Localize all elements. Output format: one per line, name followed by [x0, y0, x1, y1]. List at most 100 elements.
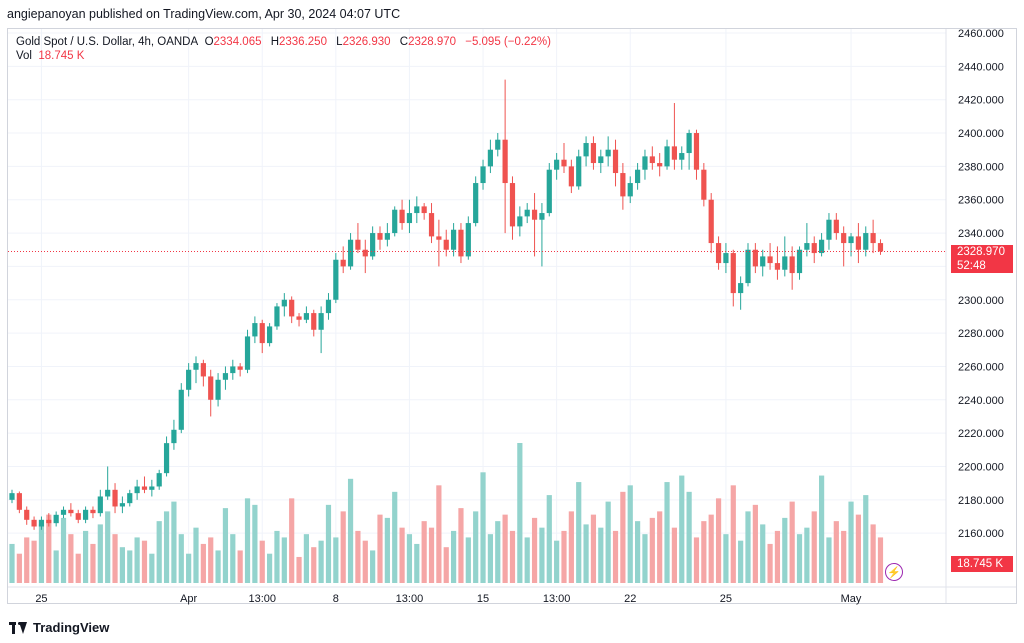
candle — [855, 223, 861, 264]
volume-bar — [473, 511, 479, 583]
candle — [311, 309, 317, 337]
candle — [554, 153, 560, 180]
candle — [841, 226, 847, 267]
candle — [620, 163, 626, 210]
close-label: C — [399, 36, 409, 48]
candle — [635, 163, 641, 190]
candle — [274, 303, 280, 330]
volume-bar — [531, 517, 538, 583]
candle — [473, 176, 479, 227]
volume-bar — [370, 550, 376, 583]
change-value: −5.095 (−0.22%) — [465, 36, 551, 48]
volume-bar — [53, 550, 59, 583]
candle — [53, 511, 59, 527]
replay-icon[interactable]: ⚡ — [885, 563, 903, 581]
candle — [406, 199, 413, 234]
volume-bar — [635, 521, 641, 583]
candle — [112, 483, 118, 514]
candle — [230, 359, 236, 380]
volume-bar — [465, 537, 471, 583]
candle — [24, 506, 30, 525]
price-tick-label: 2280.000 — [958, 328, 1004, 340]
price-tick-label: 2340.000 — [958, 228, 1004, 240]
candle — [178, 383, 184, 434]
candle — [127, 489, 133, 507]
chart-frame[interactable] — [7, 28, 1017, 604]
candle — [340, 246, 346, 274]
time-tick-label: 25 — [35, 593, 47, 605]
candle — [119, 496, 125, 514]
chart-legend: Gold Spot / U.S. Dollar, 4h, OANDA O2334… — [16, 34, 557, 50]
price-tick-label: 2260.000 — [958, 361, 1004, 373]
volume-bar — [156, 521, 162, 583]
volume-bar — [796, 534, 803, 583]
open-value: 2334.065 — [213, 36, 262, 48]
volume-bar — [627, 485, 633, 583]
candle — [318, 306, 324, 354]
volume-bar — [819, 475, 825, 583]
volume-bar — [347, 478, 354, 583]
volume-bar — [200, 543, 206, 583]
candle — [259, 319, 265, 354]
candle — [546, 163, 552, 217]
candle — [826, 213, 832, 250]
volume-bar — [244, 498, 251, 583]
volume-bar — [237, 550, 243, 583]
volume-bar — [833, 521, 839, 583]
volume-bar — [870, 524, 876, 583]
volume-bar — [664, 482, 670, 583]
candle — [738, 276, 744, 310]
volume-bar — [399, 527, 405, 583]
footer-brand[interactable]: TradingView — [9, 620, 109, 635]
candle — [804, 223, 810, 257]
candle — [38, 516, 45, 530]
volume-bar — [612, 530, 619, 583]
volume-bar — [252, 504, 258, 583]
time-tick-label: 22 — [624, 593, 636, 605]
price-tick-label: 2220.000 — [958, 428, 1004, 440]
candle — [414, 196, 420, 224]
candle — [774, 246, 781, 280]
volume-bar — [443, 547, 449, 583]
candle — [252, 316, 258, 344]
volume-bar — [539, 527, 545, 583]
candle — [443, 229, 449, 257]
candle — [237, 363, 243, 377]
candle — [208, 369, 214, 417]
volume-bar — [178, 534, 184, 583]
volume-bar — [487, 534, 493, 583]
candle — [752, 243, 758, 274]
candle — [215, 373, 221, 407]
candle — [811, 236, 817, 264]
volume-bar — [318, 540, 324, 583]
volume-bar — [163, 511, 170, 583]
volume-bar — [112, 534, 118, 583]
low-label: L — [336, 36, 343, 48]
volume-bar — [841, 530, 847, 583]
time-tick-label: May — [841, 593, 862, 605]
candle — [605, 136, 611, 167]
volume-bar — [686, 491, 692, 583]
volume-legend: Vol 18.745 K — [16, 50, 84, 62]
candle — [31, 516, 37, 530]
volume-bar — [715, 498, 722, 583]
volume-bar — [774, 530, 781, 583]
candle — [436, 219, 442, 267]
volume-bar — [119, 547, 125, 583]
volume-bar — [561, 530, 567, 583]
candle — [370, 226, 376, 260]
candle — [664, 139, 670, 170]
candle — [487, 139, 493, 174]
volume-bar — [377, 514, 383, 583]
price-tick-label: 2300.000 — [958, 295, 1004, 307]
candle — [701, 163, 707, 207]
candle — [517, 206, 523, 237]
price-tick-label: 2380.000 — [958, 161, 1004, 173]
volume-bar — [576, 482, 582, 583]
volume-bar — [362, 540, 368, 583]
price-tick-label: 2440.000 — [958, 61, 1004, 73]
volume-bar — [208, 537, 214, 583]
volume-bar — [723, 534, 729, 583]
volume-bar — [149, 553, 155, 583]
